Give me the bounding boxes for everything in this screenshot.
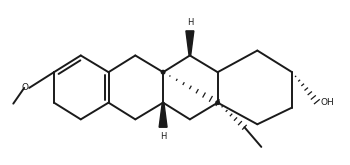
Text: H: H [160,132,166,141]
Text: H: H [187,18,193,27]
Polygon shape [186,31,194,55]
Text: O: O [21,83,28,92]
Polygon shape [159,103,167,127]
Text: OH: OH [321,98,335,107]
Circle shape [216,101,219,104]
Circle shape [161,70,165,74]
